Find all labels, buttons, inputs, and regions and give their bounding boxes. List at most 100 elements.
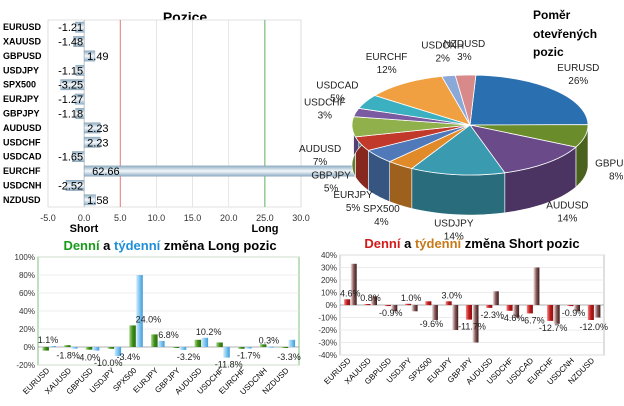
positions-x-tick: 15.0: [184, 213, 202, 223]
bar: [587, 305, 594, 320]
data-label: 10.2%: [196, 327, 222, 337]
short-title-and: a: [400, 236, 414, 251]
bar: [64, 345, 71, 347]
data-label: 3.0%: [441, 290, 462, 300]
pie-slice-percent: 4%: [374, 217, 389, 228]
pie-slice-name: AUDUSD: [546, 200, 588, 211]
pie-slice-side: [389, 161, 413, 209]
data-label: 0.8%: [360, 293, 381, 303]
pie-slice-name: USDJPY: [434, 219, 474, 230]
pie-slice-percent: 5%: [330, 94, 345, 105]
pie-slice-percent: 7%: [313, 157, 328, 168]
data-label: -1.7%: [237, 351, 261, 361]
pie-slice-percent: 26%: [568, 76, 588, 87]
positions-grid: [47, 19, 302, 208]
pie-slice-name: EURJPY: [333, 190, 373, 201]
positions-value-label: -3.25: [58, 80, 83, 92]
positions-category-label: SPX500: [3, 80, 36, 90]
bar: [201, 337, 209, 347]
pie-slice-percent: 12%: [377, 65, 397, 76]
positions-value-label: -1.18: [58, 109, 83, 121]
y-tick-label: -20%: [318, 326, 337, 335]
bar: [71, 347, 78, 349]
data-label: -0.9%: [379, 308, 403, 318]
data-label: -11.7%: [458, 322, 486, 332]
bar: [431, 305, 438, 320]
y-tick-label: 100%: [15, 253, 35, 262]
pie-slice-percent: 14%: [557, 213, 577, 224]
y-tick-label: -10%: [318, 314, 337, 323]
bar: [114, 347, 122, 356]
bar: [506, 305, 513, 311]
long-change-grid: [37, 256, 300, 366]
positions-bar: [75, 21, 85, 33]
short-title-rest: změna Short pozic: [461, 236, 579, 251]
positions-category-label: USDCNH: [3, 180, 42, 190]
short-change-title: Denní a týdenní změna Short pozic: [364, 236, 579, 251]
positions-category-label: EURJPY: [3, 94, 39, 104]
positions-x-tick: 0.0: [78, 213, 91, 223]
y-tick-label: 0%: [23, 343, 35, 352]
positions-category-label: EURCHF: [3, 166, 41, 176]
positions-bar: [73, 36, 85, 47]
bar: [465, 305, 472, 320]
y-tick-label: 0%: [325, 301, 337, 310]
bar: [42, 347, 49, 351]
pie-slice-percent: 14%: [444, 232, 464, 243]
data-label: 24.0%: [136, 314, 162, 324]
pie-slice-name: NZDUSD: [444, 39, 486, 50]
pie-slices: [351, 74, 589, 216]
bar: [344, 299, 351, 306]
pie-slice-percent: 5%: [346, 203, 361, 214]
bar: [472, 305, 479, 343]
positions-bar: [83, 122, 101, 134]
short-axis-label: Short: [70, 223, 99, 235]
positions-value-labels: -1.21 -1.48 1.49 -1.15 -3.25 -1.27 -1.18 2.23 2.…: [58, 22, 120, 207]
long-title-and: a: [100, 238, 114, 253]
bar: [223, 347, 230, 358]
positions-x-tick: 5.0: [114, 213, 127, 223]
bar: [425, 301, 432, 306]
bar: [288, 339, 296, 347]
positions-value-label: 1.49: [87, 51, 108, 63]
pie-title-line-3: pozic: [533, 45, 564, 59]
data-label: -4.6%: [501, 313, 525, 323]
bar: [364, 304, 371, 305]
pie-slice-name: GBPJPY: [311, 170, 351, 181]
pie-slice: [373, 75, 471, 126]
positions-x-tick: 30.0: [292, 213, 310, 223]
bar: [526, 305, 533, 314]
data-label: 1.1%: [38, 335, 59, 345]
short-title-weekly: týdenní: [415, 236, 462, 251]
pie-slice-percent: 8%: [609, 171, 624, 182]
long-change-bars: [42, 275, 296, 358]
positions-category-label: GBPUSD: [3, 51, 42, 61]
y-tick-label: 80%: [19, 271, 35, 280]
positions-category-label: AUDUSD: [3, 123, 42, 133]
bar: [238, 347, 245, 349]
y-tick-label: 60%: [19, 289, 35, 298]
bar: [179, 347, 187, 350]
bar: [281, 347, 289, 348]
positions-value-label: 2.23: [87, 123, 108, 135]
positions-value-label: 62.66: [92, 166, 120, 178]
short-title-daily: Denní: [364, 236, 401, 251]
positions-plot-area: [47, 19, 302, 208]
bar: [594, 305, 601, 318]
positions-chart: Pozice EURUSDXAUUSDGBPUSDUSDJPYSPX500EUR…: [3, 9, 538, 235]
open-positions-ratio-chart: Poměr otevřených pozic EURUSD 26% GBPUSD 8%…: [299, 8, 624, 243]
bar: [92, 347, 100, 351]
positions-value-label: -1.21: [58, 22, 83, 34]
positions-value-label: -1.27: [58, 94, 83, 106]
pie-slice: [454, 74, 477, 126]
bar: [85, 347, 93, 350]
positions-category-label: NZDUSD: [3, 195, 41, 205]
positions-value-label: 1.58: [87, 195, 108, 207]
positions-bar: [74, 93, 85, 105]
bar: [129, 325, 136, 347]
pie-title-line-2: otevřených: [533, 27, 597, 41]
bar: [259, 344, 267, 347]
pie-slice-side: [411, 168, 506, 216]
pie-slice: [410, 124, 506, 176]
short-change-bars: [344, 263, 601, 343]
